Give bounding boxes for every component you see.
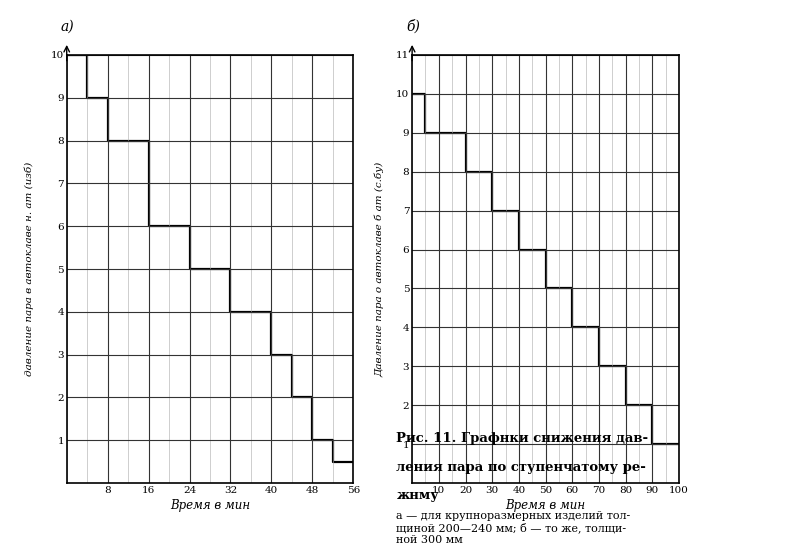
X-axis label: Время в мин: Время в мин xyxy=(170,499,250,512)
Text: Рис. 11. Графнки снижения дав-: Рис. 11. Графнки снижения дав- xyxy=(396,432,648,445)
Text: Давление пара о автоклаве б ат (с.бу): Давление пара о автоклаве б ат (с.бу) xyxy=(375,161,385,377)
Text: жнму: жнму xyxy=(396,489,439,502)
Text: б): б) xyxy=(407,19,421,33)
Text: а — для крупноразмерных изделий тол-
щиной 200—240 мм; б — то же, толщи-
ной 300: а — для крупноразмерных изделий тол- щин… xyxy=(396,511,630,545)
Text: ления пара по ступенчатому ре-: ления пара по ступенчатому ре- xyxy=(396,461,646,474)
X-axis label: Время в мин: Время в мин xyxy=(506,499,586,512)
Text: давление пара в автоклаве н. ат (изб): давление пара в автоклаве н. ат (изб) xyxy=(24,162,35,376)
Text: а): а) xyxy=(61,19,75,33)
